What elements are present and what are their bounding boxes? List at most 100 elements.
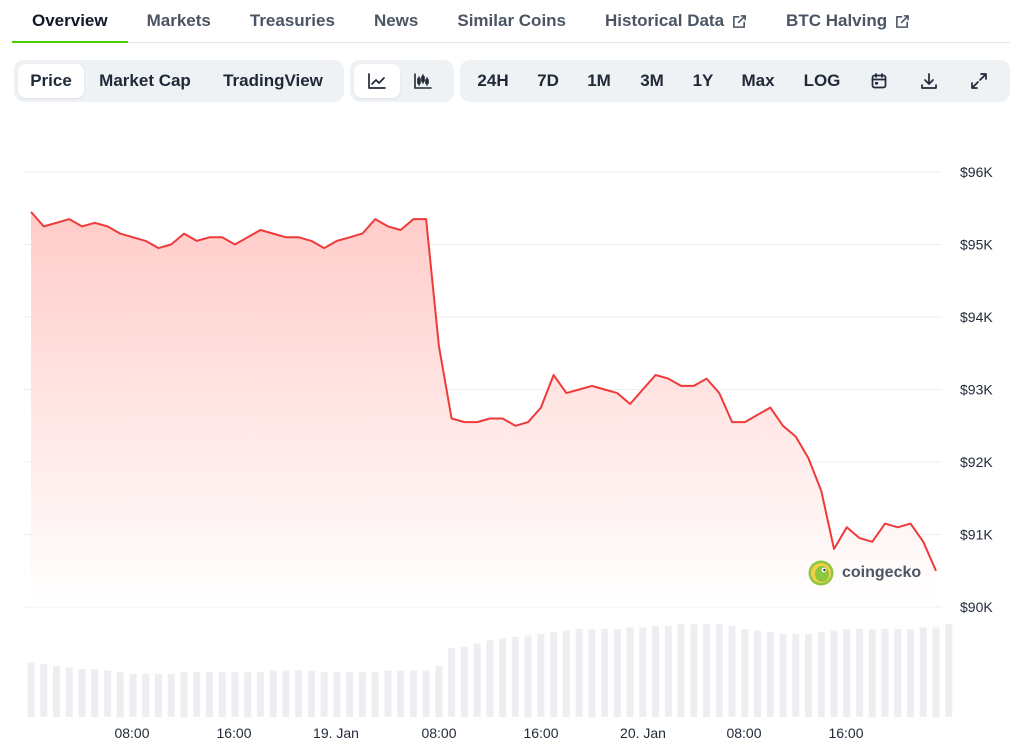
volume-bar bbox=[690, 624, 698, 717]
volume-bar bbox=[919, 627, 927, 717]
volume-bar bbox=[333, 672, 341, 717]
tab-bar: Overview Markets Treasuries News Similar Coi… bbox=[12, 0, 1010, 43]
range-7d-button[interactable]: 7D bbox=[537, 71, 559, 90]
volume-bar bbox=[537, 633, 545, 717]
tab-treasuries[interactable]: Treasuries bbox=[250, 0, 335, 42]
volume-bar bbox=[205, 672, 213, 717]
price-view-button[interactable]: Price bbox=[18, 64, 84, 98]
line-chart-icon bbox=[368, 73, 386, 89]
calendar-icon bbox=[871, 73, 887, 89]
volume-bar bbox=[40, 664, 48, 717]
volume-bar bbox=[677, 624, 685, 717]
volume-bar bbox=[52, 665, 60, 717]
x-tick-label: 16:00 bbox=[828, 725, 863, 741]
volume-bar bbox=[142, 673, 150, 717]
volume-bar bbox=[435, 665, 443, 717]
coingecko-logo-icon bbox=[808, 560, 834, 586]
tab-markets[interactable]: Markets bbox=[147, 0, 211, 42]
volume-bar bbox=[715, 624, 723, 717]
candlestick-chart-button[interactable] bbox=[400, 64, 446, 98]
y-tick-label: $96K bbox=[960, 164, 993, 180]
volume-bar bbox=[728, 625, 736, 717]
volume-bar bbox=[256, 672, 264, 717]
volume-bar bbox=[779, 633, 787, 717]
y-tick-label: $94K bbox=[960, 309, 993, 325]
x-tick-label: 08:00 bbox=[726, 725, 761, 741]
chart-style-group bbox=[350, 60, 454, 102]
date-range-button[interactable] bbox=[854, 64, 904, 98]
volume-bar bbox=[817, 632, 825, 717]
range-max-button[interactable]: Max bbox=[741, 71, 775, 90]
y-tick-label: $91K bbox=[960, 527, 993, 543]
fullscreen-button[interactable] bbox=[954, 64, 1004, 98]
volume-bar bbox=[932, 627, 940, 717]
volume-bar bbox=[129, 673, 137, 717]
volume-bar bbox=[881, 629, 889, 717]
range-1y-button[interactable]: 1Y bbox=[692, 71, 714, 90]
range-24h-button[interactable]: 24H bbox=[477, 71, 509, 90]
line-chart-button[interactable] bbox=[354, 64, 400, 98]
volume-bar bbox=[460, 646, 468, 717]
volume-bar bbox=[550, 632, 558, 717]
volume-bar bbox=[307, 670, 315, 717]
volume-bar bbox=[371, 672, 379, 717]
volume-bar bbox=[231, 672, 239, 717]
volume-bar bbox=[562, 630, 570, 717]
volume-bar bbox=[384, 670, 392, 717]
volume-bar bbox=[116, 672, 124, 717]
x-tick-label: 08:00 bbox=[114, 725, 149, 741]
volume-bar bbox=[766, 632, 774, 717]
view-toggle-group: Price Market Cap TradingView bbox=[14, 60, 344, 102]
volume-bar bbox=[524, 635, 532, 717]
tab-label: BTC Halving bbox=[786, 11, 888, 30]
volume-bar bbox=[218, 672, 226, 717]
volume-bar bbox=[792, 633, 800, 717]
tab-similar-coins[interactable]: Similar Coins bbox=[457, 0, 566, 42]
market-cap-view-button[interactable]: Market Cap bbox=[99, 71, 191, 90]
volume-bar bbox=[639, 627, 647, 717]
volume-bar bbox=[843, 629, 851, 717]
range-1m-button[interactable]: 1M bbox=[587, 71, 611, 90]
volume-bar bbox=[422, 670, 430, 717]
volume-bar bbox=[511, 637, 519, 717]
volume-bar bbox=[945, 624, 953, 717]
coingecko-watermark: coingecko bbox=[808, 560, 921, 586]
x-tick-label: 20. Jan bbox=[620, 725, 666, 741]
download-button[interactable] bbox=[904, 64, 954, 98]
volume-bar bbox=[103, 670, 111, 717]
tab-label: Historical Data bbox=[605, 11, 725, 30]
volume-bar bbox=[358, 672, 366, 717]
tradingview-view-button[interactable]: TradingView bbox=[223, 71, 323, 90]
price-line bbox=[30, 211, 937, 572]
tab-historical-data[interactable]: Historical Data bbox=[605, 0, 747, 42]
tab-news[interactable]: News bbox=[374, 0, 418, 42]
x-tick-label: 08:00 bbox=[421, 725, 456, 741]
y-tick-label: $92K bbox=[960, 454, 993, 470]
range-3m-button[interactable]: 3M bbox=[640, 71, 664, 90]
volume-bar bbox=[78, 669, 86, 717]
volume-bar bbox=[830, 630, 838, 717]
x-tick-label: 19. Jan bbox=[313, 725, 359, 741]
volume-bar bbox=[664, 625, 672, 717]
volume-bar bbox=[295, 670, 303, 717]
download-icon bbox=[920, 72, 938, 90]
volume-bar bbox=[91, 669, 99, 717]
volume-bar bbox=[409, 670, 417, 717]
candlestick-icon bbox=[414, 73, 432, 89]
volume-bar bbox=[244, 672, 252, 717]
volume-bar bbox=[27, 662, 35, 717]
volume-bar bbox=[754, 630, 762, 717]
volume-bar bbox=[907, 629, 915, 717]
tab-overview[interactable]: Overview bbox=[12, 0, 128, 43]
volume-bar bbox=[448, 648, 456, 717]
log-scale-button[interactable]: LOG bbox=[803, 71, 841, 90]
tab-btc-halving[interactable]: BTC Halving bbox=[786, 0, 910, 42]
volume-bar bbox=[894, 629, 902, 717]
volume-bar bbox=[575, 629, 583, 717]
coingecko-wordmark: coingecko bbox=[842, 564, 922, 581]
volume-bar bbox=[613, 629, 621, 717]
tab-label: Similar Coins bbox=[457, 11, 566, 30]
external-link-icon bbox=[732, 14, 747, 29]
volume-bar bbox=[269, 670, 277, 717]
